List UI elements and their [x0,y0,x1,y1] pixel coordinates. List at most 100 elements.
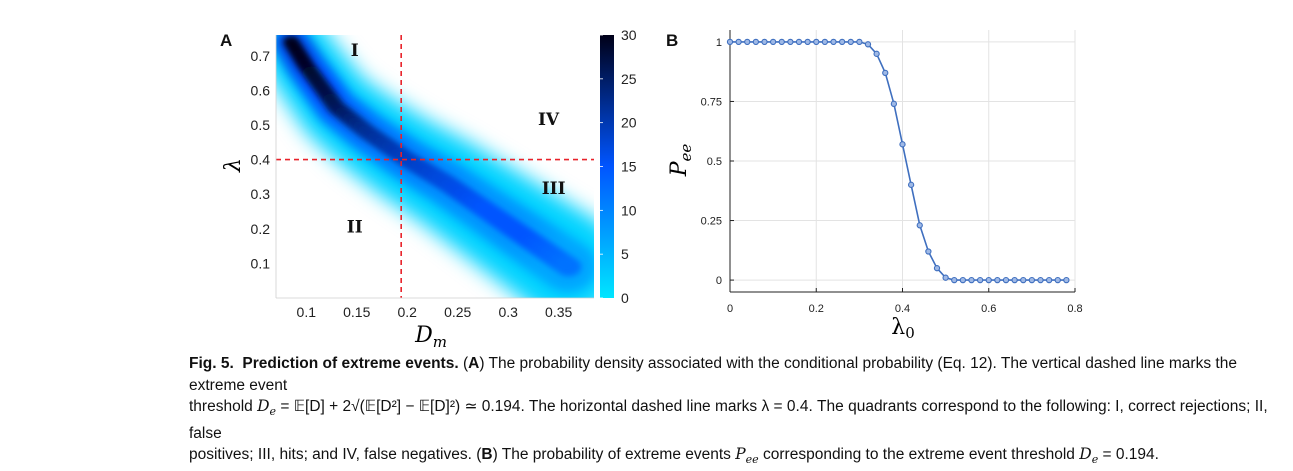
pee-point [795,38,803,46]
pee-point [856,38,863,46]
caption-line-3: positives; III, hits; and IV, false nega… [189,444,1279,471]
heatmap-y-tick-label: 0.1 [251,255,271,271]
pee-point [907,181,915,188]
heatmap-x-tick-label: 0.15 [343,304,370,320]
pee-point [821,38,829,46]
pee-point [1037,276,1044,284]
pee-point [882,69,889,77]
line-plot-y-tick-label: 0.25 [701,216,722,228]
pee-point [726,38,734,46]
line-plot-y-tick-label: 0 [716,275,722,287]
pee-point [735,38,742,46]
panel-b-letter: B [666,31,678,50]
quadrant-label: I [351,41,359,61]
colorbar-tick-label: 25 [621,71,637,87]
heatmap-y-tick-label: 0.4 [251,152,271,168]
density-field [276,35,594,298]
caption-text-3d: corresponding to the extreme event thres… [763,446,1075,464]
pee-point [933,265,941,272]
colorbar-tick-labels: 0 5 10 15 20 25 30 [600,27,637,306]
caption-text-1a: ( [462,355,469,372]
heatmap-x-tick-label: 0.1 [297,304,317,320]
caption-text-2a: threshold [189,398,253,415]
colorbar-tick-label: 20 [621,115,637,131]
caption-fig-label: Fig. 5. [189,355,234,372]
line-plot-y-tick-label: 0.5 [707,156,722,168]
line-plot-x-tick-labels: 0 0.2 0.4 0.6 0.8 [727,288,1083,315]
pee-point [968,276,975,284]
heatmap-y-label: λ [221,158,246,173]
heatmap-y-tick-label: 0.6 [251,82,271,98]
line-plot-x-label-sub: 0 [905,324,915,342]
pee-point [959,276,967,284]
caption-panel-ref-b: B [481,446,493,464]
pee-point [830,38,837,46]
colorbar-gradient [600,35,614,298]
line-plot-panel: 0 0.2 0.4 0.6 0.8 00.250.50.751 λ0 Pee [667,30,1083,342]
threshold-lines [276,35,594,298]
pee-point [838,38,846,46]
quadrant-label: IV [538,110,560,130]
caption-line-2: threshold De = 𝔼[D] + 2√(𝔼[D²] − 𝔼[D]²) … [189,396,1279,444]
caption-text-1c: ) The probability density associated wit… [189,355,1237,394]
pee-point [787,38,794,46]
line-plot-x-tick-label: 0.2 [809,303,824,315]
line-plot-y-tick-labels: 0 0.25 0.5 0.75 1 [701,37,734,287]
heatmap-x-label-main: D [414,323,433,348]
line-plot-y-label-sub: ee [677,144,695,162]
caption-panel-ref-a: A [468,355,480,372]
pee-point [1045,276,1053,284]
line-plot-x-tick-label: 0.4 [895,303,910,315]
pee-point [1011,276,1018,284]
line-plot-x-tick-label: 0 [727,303,733,315]
pee-point [1054,276,1061,284]
pee-point [1063,276,1070,284]
pee-point [813,38,820,46]
pee-point [778,38,785,46]
line-plot-y-tick-label: 0.75 [701,96,722,108]
heatmap-y-tick-label: 0.7 [251,48,271,64]
pee-point [744,38,751,46]
pee-point [804,38,811,46]
caption-text-3a: positives; III, hits; and IV, false nega… [189,446,482,464]
line-plot-x-label-main: λ [891,315,905,340]
quadrant-label: II [347,217,363,237]
caption-title: Prediction of extreme events. [242,355,459,372]
heatmap-x-tick-label: 0.2 [398,304,418,320]
line-plot-y-label-main: P [667,160,692,177]
pee-point [752,38,760,46]
colorbar-tick-label: 10 [621,202,637,218]
pee-point [890,100,898,107]
line-plot-x-label: λ0 [891,315,915,342]
caption-text-3e: = 0.194. [1102,446,1159,464]
heatmap-y-tick-label: 0.5 [251,117,271,133]
heatmap-x-label-sub: m [433,333,447,351]
line-plot-y-tick-label: 1 [716,37,722,49]
panel-a-letter: A [220,31,232,50]
density-blob [555,257,582,277]
caption-pee-symbol: Pee [735,445,759,467]
heatmap-y-tick-labels: 0.1 0.2 0.3 0.4 0.5 0.6 0.7 [251,48,271,272]
heatmap-x-tick-label: 0.3 [498,304,518,320]
heatmap-x-tick-labels: 0.1 0.15 0.2 0.25 0.3 0.35 [297,304,573,320]
pee-point [769,38,777,46]
pee-point [864,41,872,48]
caption-text-2b: = 𝔼[D] + 2√(𝔼[D²] − 𝔼[D]²) ≃ 0.194. The … [189,398,1268,442]
pee-point [916,222,923,229]
quadrant-label: III [542,179,566,199]
pee-point [1020,276,1027,284]
caption-de-symbol: De [257,397,277,419]
colorbar: 0 5 10 15 20 25 30 [600,27,637,306]
figure-caption: Fig. 5. Prediction of extreme events. (A… [189,353,1279,471]
pee-point [1002,276,1010,284]
pee-line [730,41,1067,281]
line-plot-x-tick-label: 0.8 [1067,303,1082,315]
heatmap-x-tick-label: 0.25 [444,304,471,320]
pee-point [761,38,768,46]
pee-series [726,38,1070,284]
heatmap-y-tick-label: 0.2 [251,221,271,237]
pee-point [951,276,958,284]
pee-point [847,38,854,46]
